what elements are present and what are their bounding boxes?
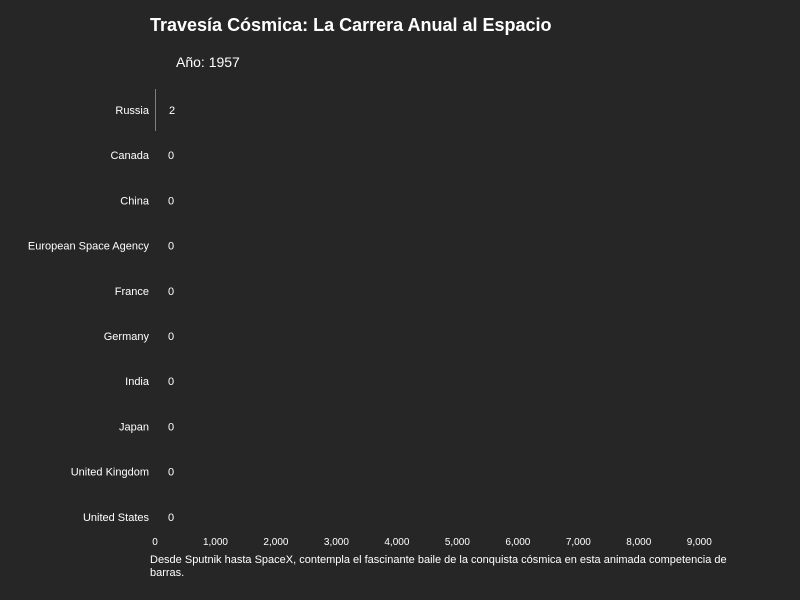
x-tick-label: 3,000 <box>324 537 349 548</box>
x-axis: 0 1,000 2,000 3,000 4,000 5,000 6,000 7,000 8,00… <box>152 537 712 548</box>
category-label: Germany <box>104 331 150 343</box>
category-label: Russia <box>115 105 150 117</box>
value-label: 0 <box>168 241 174 253</box>
value-labels: 2 0 0 0 0 0 0 0 0 0 <box>168 105 175 524</box>
value-label: 0 <box>168 286 174 298</box>
bar-russia <box>155 89 156 131</box>
x-tick-label: 1,000 <box>203 537 228 548</box>
value-label: 0 <box>168 150 174 162</box>
x-tick-label: 8,000 <box>626 537 651 548</box>
category-label: United Kingdom <box>71 467 149 479</box>
x-tick-label: 9,000 <box>687 537 712 548</box>
value-label: 0 <box>168 467 174 479</box>
value-label: 0 <box>168 421 174 433</box>
x-tick-label: 5,000 <box>445 537 470 548</box>
category-label: Canada <box>110 150 149 162</box>
category-label: France <box>115 286 149 298</box>
chart-title: Travesía Cósmica: La Carrera Anual al Es… <box>150 15 552 35</box>
year-label: Año: 1957 <box>176 54 240 70</box>
x-tick-label: 0 <box>152 537 158 548</box>
category-label: India <box>125 376 150 388</box>
category-label: China <box>120 195 150 207</box>
x-tick-label: 4,000 <box>384 537 409 548</box>
value-label: 0 <box>168 512 174 524</box>
bars-layer <box>155 89 156 131</box>
x-tick-label: 6,000 <box>505 537 530 548</box>
category-labels: Russia Canada China European Space Agency Fr… <box>28 105 150 524</box>
value-label: 0 <box>168 376 174 388</box>
x-tick-label: 7,000 <box>566 537 591 548</box>
x-tick-label: 2,000 <box>263 537 288 548</box>
category-label: United States <box>83 512 150 524</box>
category-label: Japan <box>119 421 149 433</box>
value-label: 0 <box>168 195 174 207</box>
value-label: 0 <box>168 331 174 343</box>
category-label: European Space Agency <box>28 241 150 253</box>
value-label: 2 <box>169 105 175 117</box>
chart-caption: Desde Sputnik hasta SpaceX, contempla el… <box>150 554 727 579</box>
